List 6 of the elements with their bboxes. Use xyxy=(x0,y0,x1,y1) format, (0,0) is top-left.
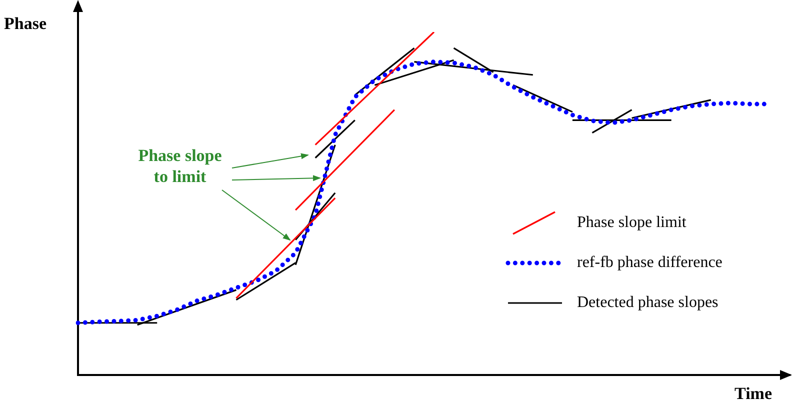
legend-label: Detected phase slopes xyxy=(577,294,718,312)
x-axis-title: Time xyxy=(734,384,772,404)
y-axis-title: Phase xyxy=(4,14,46,34)
legend-label: ref-fb phase difference xyxy=(577,254,722,272)
annotation: Phase slope to limit xyxy=(137,145,223,187)
legend-label: Phase slope limit xyxy=(577,214,686,232)
